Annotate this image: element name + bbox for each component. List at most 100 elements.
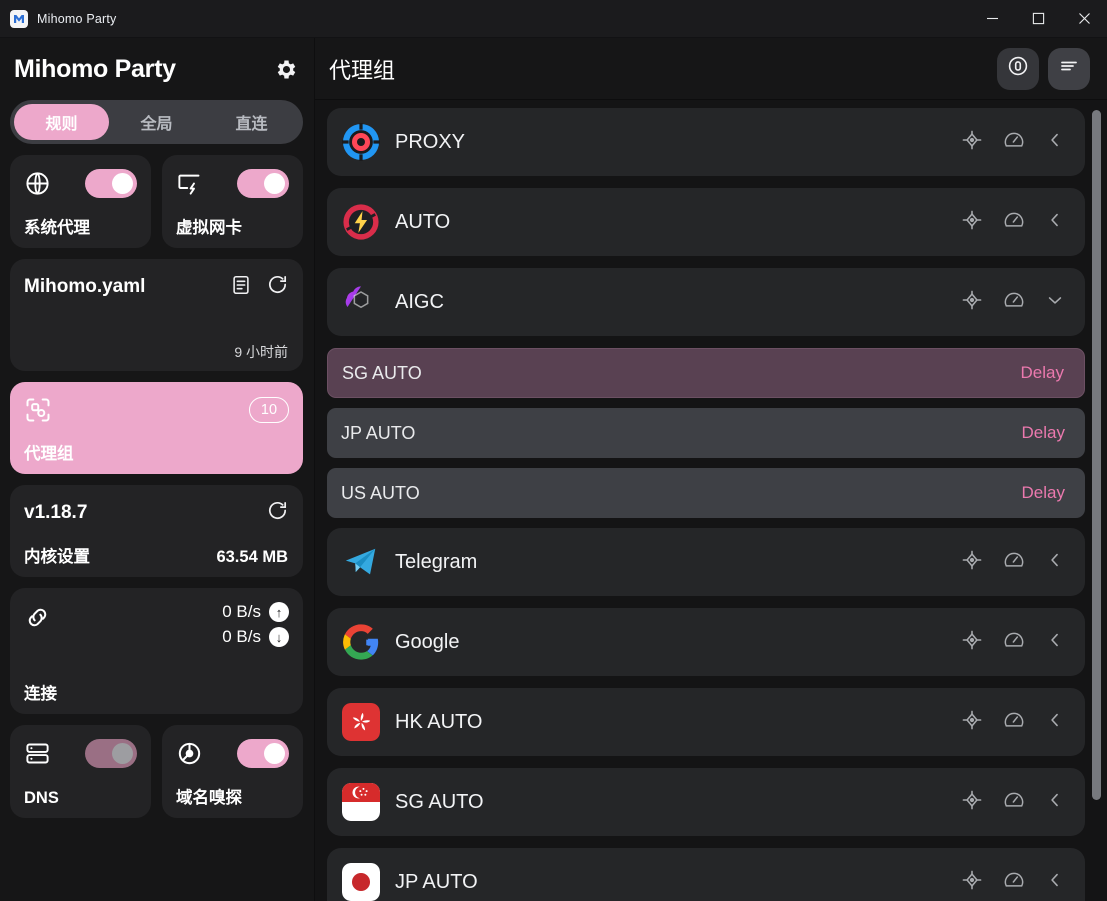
locate-icon[interactable] <box>961 629 983 656</box>
sidebar-item-proxy-groups[interactable]: 10 代理组 <box>10 382 303 474</box>
node-name: SG AUTO <box>342 362 422 383</box>
kernel-card[interactable]: v1.18.7 内核设置 63.54 MB <box>10 485 303 577</box>
tun-card[interactable]: 虚拟网卡 <box>162 155 303 248</box>
chevron-left-icon[interactable] <box>1045 790 1065 815</box>
proxy-groups-label: 代理组 <box>24 445 74 463</box>
speed-test-icon[interactable] <box>1003 709 1025 736</box>
main-header: 代理组 <box>315 38 1107 100</box>
main-scrollbar[interactable] <box>1092 110 1101 901</box>
zero-delay-button[interactable] <box>997 47 1039 90</box>
kernel-restart-icon[interactable] <box>266 499 289 527</box>
locate-icon[interactable] <box>961 869 983 896</box>
proxy-node-row[interactable]: JP AUTO Delay <box>327 408 1085 458</box>
connections-label: 连接 <box>24 685 57 703</box>
node-delay[interactable]: Delay <box>1021 423 1065 442</box>
proxy-group-list[interactable]: PROXY <box>315 100 1107 901</box>
node-name: US AUTO <box>341 482 420 503</box>
mode-segmented-control[interactable]: 规则 全局 直连 <box>10 100 303 144</box>
group-name: AIGC <box>395 290 444 313</box>
tun-toggle[interactable] <box>237 169 289 198</box>
proxy-node-row[interactable]: SG AUTO Delay <box>327 348 1085 398</box>
window-body: Mihomo Party 规则 全局 直连 <box>0 38 1107 901</box>
chevron-left-icon[interactable] <box>1045 630 1065 655</box>
chevron-left-icon[interactable] <box>1045 130 1065 155</box>
profile-updated-time: 9 小时前 <box>234 344 288 360</box>
dns-card[interactable]: DNS <box>10 725 151 818</box>
sniff-card[interactable]: 域名嗅探 <box>162 725 303 818</box>
proxy-group-row[interactable]: SG AUTO <box>327 768 1085 836</box>
group-name: HK AUTO <box>395 710 483 733</box>
speed-test-icon[interactable] <box>1003 549 1025 576</box>
sniff-label: 域名嗅探 <box>176 789 242 807</box>
maximize-button[interactable] <box>1015 0 1061 38</box>
locate-icon[interactable] <box>961 709 983 736</box>
proxy-group-row[interactable]: HK AUTO <box>327 688 1085 756</box>
link-icon <box>24 604 51 631</box>
minimize-button[interactable] <box>969 0 1015 38</box>
main-panel: 代理组 <box>315 38 1107 901</box>
tun-device-icon <box>176 170 203 197</box>
proxy-node-row[interactable]: US AUTO Delay <box>327 468 1085 518</box>
proxy-target-icon <box>341 122 381 162</box>
locate-icon[interactable] <box>961 209 983 236</box>
proxy-group-row[interactable]: AIGC <box>327 268 1085 336</box>
server-icon <box>24 740 51 767</box>
flag-hk-icon <box>341 702 381 742</box>
globe-icon <box>24 170 51 197</box>
locate-icon[interactable] <box>961 789 983 816</box>
chevron-left-icon[interactable] <box>1045 210 1065 235</box>
close-button[interactable] <box>1061 0 1107 38</box>
proxy-groups-icon <box>24 396 52 424</box>
speed-test-icon[interactable] <box>1003 629 1025 656</box>
speed-test-icon[interactable] <box>1003 209 1025 236</box>
kernel-version: v1.18.7 <box>24 502 88 523</box>
mode-tab-global[interactable]: 全局 <box>140 116 173 133</box>
mode-tab-rule[interactable]: 规则 <box>14 104 109 140</box>
kernel-memory: 63.54 MB <box>216 548 288 566</box>
speed-test-icon[interactable] <box>1003 289 1025 316</box>
system-proxy-toggle[interactable] <box>85 169 137 198</box>
google-icon <box>341 622 381 662</box>
profile-card[interactable]: Mihomo.yaml <box>10 259 303 371</box>
chevron-left-icon[interactable] <box>1045 870 1065 895</box>
node-name: JP AUTO <box>341 422 416 443</box>
dns-sniff-row: DNS 域名嗅探 <box>10 725 303 818</box>
zero-circle-icon <box>1006 54 1030 83</box>
refresh-icon[interactable] <box>266 273 289 301</box>
speed-test-icon[interactable] <box>1003 789 1025 816</box>
system-proxy-card[interactable]: 系统代理 <box>10 155 151 248</box>
speed-test-icon[interactable] <box>1003 129 1025 156</box>
chevron-left-icon[interactable] <box>1045 710 1065 735</box>
telegram-icon <box>341 542 381 582</box>
scrollbar-thumb[interactable] <box>1092 110 1101 800</box>
proxy-group-row[interactable]: Google <box>327 608 1085 676</box>
connections-card[interactable]: 0 B/s ↑ 0 B/s ↓ 连接 <box>10 588 303 714</box>
sort-list-button[interactable] <box>1048 47 1090 90</box>
sniff-toggle[interactable] <box>237 739 289 768</box>
openai-icon <box>341 282 381 322</box>
group-name: Telegram <box>395 550 478 573</box>
group-name: JP AUTO <box>395 870 478 893</box>
dns-label: DNS <box>24 789 59 807</box>
dns-toggle[interactable] <box>85 739 137 768</box>
node-delay[interactable]: Delay <box>1021 483 1065 502</box>
document-icon[interactable] <box>230 274 252 301</box>
proxy-group-row[interactable]: JP AUTO <box>327 848 1085 901</box>
node-delay[interactable]: Delay <box>1020 363 1064 382</box>
mode-tab-direct[interactable]: 直连 <box>235 116 268 133</box>
gear-icon[interactable] <box>274 57 299 82</box>
group-name: Google <box>395 630 460 653</box>
chevron-left-icon[interactable] <box>1045 550 1065 575</box>
locate-icon[interactable] <box>961 129 983 156</box>
proxy-group-row[interactable]: PROXY <box>327 108 1085 176</box>
locate-icon[interactable] <box>961 549 983 576</box>
kernel-label: 内核设置 <box>24 548 90 566</box>
proxy-group-row[interactable]: AUTO <box>327 188 1085 256</box>
proxy-group-row[interactable]: Telegram <box>327 528 1085 596</box>
title-bar: Mihomo Party <box>0 0 1107 38</box>
speed-test-icon[interactable] <box>1003 869 1025 896</box>
chevron-down-icon[interactable] <box>1045 290 1065 315</box>
flag-sg-icon <box>341 782 381 822</box>
locate-icon[interactable] <box>961 289 983 316</box>
group-name: SG AUTO <box>395 790 484 813</box>
